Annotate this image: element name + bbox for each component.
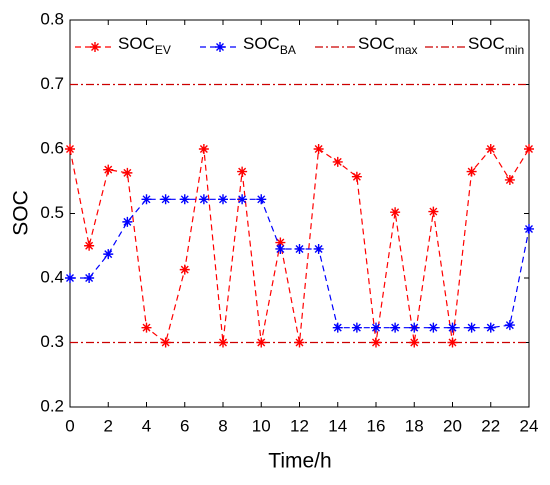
series-marker <box>428 206 439 217</box>
x-tick-label: 16 <box>367 416 386 435</box>
series-marker <box>198 144 209 154</box>
series-marker <box>160 194 171 205</box>
series-marker <box>371 337 381 348</box>
x-tick-label: 18 <box>405 416 424 435</box>
series-marker <box>313 243 324 254</box>
legend-marker <box>215 42 225 52</box>
legend-label: SOCmax <box>358 34 418 57</box>
series-marker <box>313 144 324 154</box>
y-tick-label: 0.6 <box>40 138 64 157</box>
series-marker <box>275 243 286 254</box>
series-marker <box>390 322 401 333</box>
series-marker <box>198 194 209 205</box>
legend: SOCEV SOCBA SOCmax SOCmin <box>75 34 524 57</box>
series-marker <box>504 320 515 331</box>
series-marker <box>256 194 267 205</box>
x-tick-label: 8 <box>218 416 227 435</box>
series-marker <box>390 207 401 218</box>
series-marker <box>504 174 515 185</box>
series-marker <box>256 337 267 348</box>
series-marker <box>409 337 420 348</box>
series-marker <box>332 156 343 167</box>
x-tick-label: 2 <box>104 416 113 435</box>
series-marker <box>466 322 477 333</box>
y-tick-label: 0.8 <box>40 9 64 28</box>
series-marker <box>275 237 286 248</box>
series-marker <box>428 322 439 333</box>
series-marker <box>447 322 458 333</box>
series-marker <box>179 264 190 275</box>
series-marker <box>409 322 420 333</box>
series-marker <box>84 273 95 283</box>
series-marker <box>237 166 248 177</box>
series-marker <box>447 337 458 348</box>
series-marker <box>524 223 534 234</box>
x-tick-label: 10 <box>252 416 271 435</box>
series-marker <box>524 144 534 154</box>
y-tick-label: 0.5 <box>40 203 64 222</box>
y-tick-label: 0.2 <box>40 396 64 415</box>
x-axis-label: Time/h <box>268 450 331 473</box>
series-marker <box>103 164 114 175</box>
series-marker <box>351 322 362 333</box>
x-tick-label: 24 <box>520 416 539 435</box>
series-marker <box>218 194 228 205</box>
y-tick-label: 0.7 <box>40 74 64 93</box>
legend-label: SOCEV <box>118 34 171 57</box>
legend-label: SOCBA <box>243 34 296 57</box>
y-tick-label: 0.4 <box>40 267 64 286</box>
x-tick-label: 22 <box>481 416 500 435</box>
series-marker <box>371 322 381 333</box>
x-tick-label: 4 <box>142 416 151 435</box>
series-marker <box>294 243 305 254</box>
series-marker <box>65 144 75 154</box>
series-marker <box>103 249 114 260</box>
series-marker <box>332 322 343 333</box>
x-tick-label: 0 <box>65 416 74 435</box>
series-marker <box>351 171 362 182</box>
series-marker <box>237 194 248 205</box>
x-tick-label: 12 <box>290 416 309 435</box>
series-marker <box>485 144 496 154</box>
plot-frame <box>69 19 530 408</box>
series-marker <box>65 273 75 283</box>
series-marker <box>160 337 171 348</box>
x-tick-label: 14 <box>328 416 347 435</box>
series-marker <box>485 322 496 333</box>
legend-label: SOCmin <box>468 34 524 57</box>
x-tick-label: 6 <box>180 416 189 435</box>
series-marker <box>466 166 477 177</box>
series-marker <box>122 167 133 178</box>
legend-marker <box>90 42 100 52</box>
series-marker <box>141 194 152 205</box>
series-marker <box>294 337 305 348</box>
series-marker <box>179 194 190 205</box>
series-marker <box>218 337 228 348</box>
series-marker <box>84 240 95 251</box>
series-marker <box>141 322 152 333</box>
y-tick-label: 0.3 <box>40 332 64 351</box>
series-marker <box>122 216 133 227</box>
y-axis-label: SOC <box>10 190 33 236</box>
x-tick-label: 20 <box>443 416 462 435</box>
